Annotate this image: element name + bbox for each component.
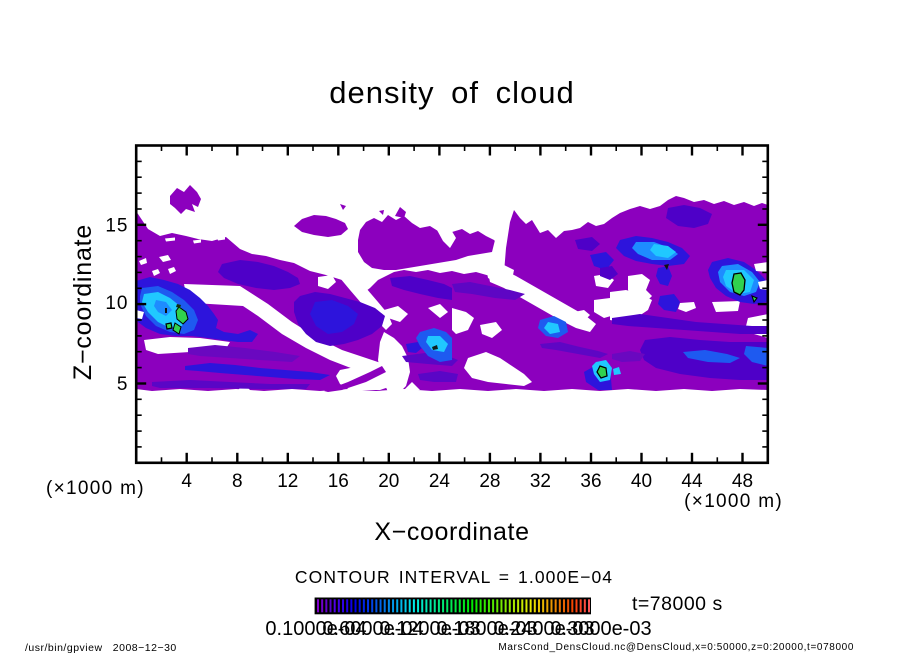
svg-text:32: 32 bbox=[530, 471, 551, 492]
svg-text:MarsCond_DensCloud.nc@DensClou: MarsCond_DensCloud.nc@DensCloud,x=0:5000… bbox=[498, 642, 854, 653]
svg-text:12: 12 bbox=[277, 471, 298, 492]
svg-text:(×1000 m): (×1000 m) bbox=[46, 478, 145, 499]
svg-text:0.1800e-03: 0.1800e-03 bbox=[436, 618, 537, 640]
svg-text:/usr/bin/gpview 2008−12−30: /usr/bin/gpview 2008−12−30 bbox=[25, 642, 177, 654]
svg-text:density of cloud: density of cloud bbox=[329, 75, 574, 110]
svg-text:28: 28 bbox=[479, 471, 500, 492]
svg-text:24: 24 bbox=[429, 471, 451, 492]
svg-text:0.1200e-03: 0.1200e-03 bbox=[379, 618, 480, 640]
svg-text:4: 4 bbox=[181, 471, 192, 492]
svg-text:15: 15 bbox=[105, 215, 128, 236]
svg-text:t=78000 s: t=78000 s bbox=[632, 593, 723, 615]
svg-text:0.3000e-03: 0.3000e-03 bbox=[550, 618, 651, 640]
svg-text:8: 8 bbox=[232, 471, 243, 492]
svg-text:5: 5 bbox=[117, 374, 129, 395]
svg-text:0.2400e-03: 0.2400e-03 bbox=[493, 618, 594, 640]
svg-text:48: 48 bbox=[732, 471, 753, 492]
svg-text:36: 36 bbox=[580, 471, 601, 492]
svg-text:20: 20 bbox=[378, 471, 399, 492]
svg-text:X−coordinate: X−coordinate bbox=[374, 518, 529, 546]
svg-text:10: 10 bbox=[105, 293, 128, 314]
svg-text:16: 16 bbox=[328, 471, 349, 492]
svg-text:44: 44 bbox=[681, 471, 703, 492]
svg-text:40: 40 bbox=[631, 471, 652, 492]
svg-text:0.6000e-04: 0.6000e-04 bbox=[322, 618, 423, 640]
svg-text:Z−coordinate: Z−coordinate bbox=[69, 224, 97, 380]
svg-text:0.1000e-04: 0.1000e-04 bbox=[265, 618, 366, 640]
svg-text:CONTOUR INTERVAL = 1.000E−04: CONTOUR INTERVAL = 1.000E−04 bbox=[295, 567, 613, 587]
svg-text:(×1000 m): (×1000 m) bbox=[684, 491, 783, 512]
